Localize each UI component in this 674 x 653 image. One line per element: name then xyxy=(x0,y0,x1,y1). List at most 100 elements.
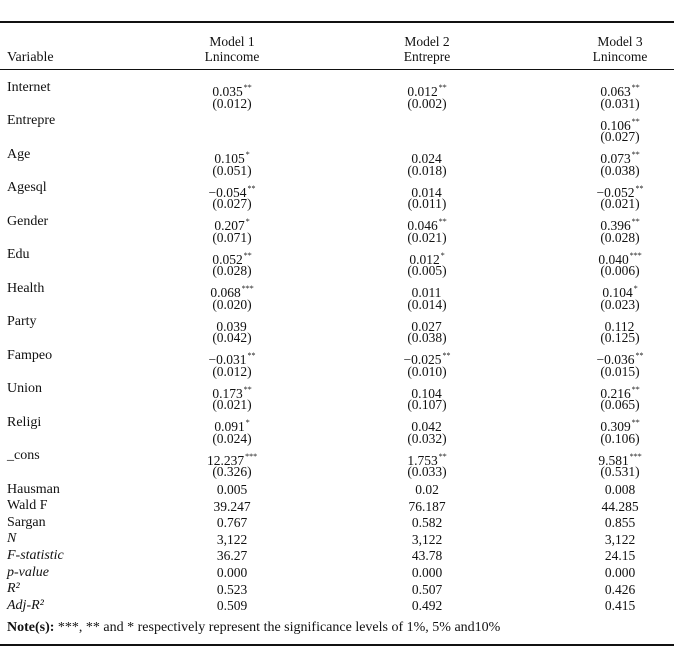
stat-label: Sargan xyxy=(7,514,46,530)
coefficient-value: 1.753 xyxy=(407,452,438,468)
coefficient-value: 0.063 xyxy=(600,84,631,99)
m3-standard-error: (0.038) xyxy=(600,162,640,178)
m1-standard-error: (0.024) xyxy=(212,430,252,446)
coefficient-value: 0.073 xyxy=(600,151,631,166)
row-label: Entrepre xyxy=(7,113,56,128)
m2-stat-value: 0.492 xyxy=(411,598,443,614)
significance-stars: ** xyxy=(247,183,256,193)
m1-standard-error: (0.021) xyxy=(212,397,252,412)
coefficient-value: 0.104 xyxy=(411,385,442,401)
m1-stat-value: 3,122 xyxy=(216,531,248,547)
m3-coefficient: −0.036** xyxy=(565,348,674,367)
row-label: Party xyxy=(7,314,37,329)
note-text: ***, ** and * respectively represent the… xyxy=(54,620,501,635)
stat-label: Hausman xyxy=(7,481,60,497)
m1-standard-error: (0.042) xyxy=(212,330,252,345)
coefficient-value: −0.054 xyxy=(208,184,247,200)
model2-header: Model 2 Entrepre xyxy=(382,34,472,64)
coefficient-value: 0.039 xyxy=(216,318,247,334)
m3-standard-error: (0.015) xyxy=(600,363,640,379)
stat-label: p-value xyxy=(7,564,49,580)
m2-standard-error: (0.018) xyxy=(407,162,447,178)
significance-stars: ** xyxy=(243,384,252,394)
m3-standard-error: (0.006) xyxy=(600,263,640,278)
m3-coefficient: 9.581*** xyxy=(565,449,674,468)
significance-stars: ** xyxy=(631,217,640,226)
row-label: Union xyxy=(7,381,42,396)
m3-coefficient: 0.073** xyxy=(565,147,674,166)
row-label: Internet xyxy=(7,79,51,95)
model3-header: Model 3 Lnincome xyxy=(565,34,674,64)
m2-stat-value: 43.78 xyxy=(411,548,443,564)
m1-coefficient: 0.052** xyxy=(187,248,277,267)
note-prefix: Note(s): xyxy=(7,620,55,635)
m3-standard-error: (0.106) xyxy=(600,430,640,446)
row-label: Gender xyxy=(7,213,49,229)
m2-coefficient: 0.104 xyxy=(382,382,472,401)
row-label: _cons xyxy=(7,448,40,463)
m1-coefficient: 0.035** xyxy=(187,80,277,99)
m3-standard-error: (0.023) xyxy=(600,296,640,312)
row-label: Fampeo xyxy=(7,347,53,363)
m2-coefficient: 1.753** xyxy=(382,449,472,468)
m2-standard-error: (0.032) xyxy=(407,430,447,446)
m2-stat-value: 0.02 xyxy=(415,482,439,497)
model2-dv: Entrepre xyxy=(403,49,451,64)
coefficient-value: 0.216 xyxy=(600,385,631,401)
m2-standard-error: (0.107) xyxy=(407,397,447,412)
m3-stat-value: 44.285 xyxy=(601,498,639,514)
coefficient-value: −0.036 xyxy=(596,352,635,367)
m1-coefficient: 0.207* xyxy=(187,214,277,233)
m3-stat-value: 0.415 xyxy=(604,598,636,614)
significance-stars: * xyxy=(440,250,445,260)
significance-stars: ** xyxy=(438,217,447,226)
m3-coefficient: 0.104* xyxy=(565,281,674,300)
coefficient-value: 0.042 xyxy=(411,419,442,434)
significance-stars: ** xyxy=(631,384,640,394)
top-rule xyxy=(0,21,674,23)
m2-coefficient: 0.042 xyxy=(382,415,472,434)
stat-label: N xyxy=(7,531,17,547)
m1-coefficient: 0.173** xyxy=(187,382,277,401)
significance-stars: * xyxy=(633,284,638,293)
m1-standard-error: (0.012) xyxy=(212,363,252,379)
coefficient-value: 0.105 xyxy=(214,151,245,166)
significance-stars: ** xyxy=(442,351,451,360)
m3-stat-value: 0.008 xyxy=(604,482,636,497)
m1-coefficient: 12.237*** xyxy=(187,449,277,468)
m3-stat-value: 0.426 xyxy=(604,581,636,597)
significance-stars: ** xyxy=(631,418,640,427)
m1-stat-value: 36.27 xyxy=(216,548,248,564)
m1-standard-error: (0.020) xyxy=(212,296,252,312)
significance-stars: *** xyxy=(629,451,642,461)
m1-stat-value: 0.523 xyxy=(216,581,248,597)
m3-standard-error: (0.031) xyxy=(600,95,640,111)
m2-stat-value: 3,122 xyxy=(411,531,443,547)
m1-standard-error: (0.326) xyxy=(212,464,252,479)
model1-dv: Lnincome xyxy=(204,49,260,64)
model3-dv: Lnincome xyxy=(592,49,648,64)
m1-standard-error: (0.028) xyxy=(212,263,252,278)
m3-coefficient: 0.309** xyxy=(565,415,674,434)
m3-coefficient: 0.040*** xyxy=(565,248,674,267)
coefficient-value: 12.237 xyxy=(206,452,245,468)
m3-coefficient: 0.063** xyxy=(565,80,674,99)
model2-name: Model 2 xyxy=(404,34,450,49)
m3-coefficient: 0.106** xyxy=(565,114,674,133)
coefficient-value: 0.027 xyxy=(411,318,442,334)
coefficient-value: 0.106 xyxy=(600,117,631,133)
coefficient-value: 0.011 xyxy=(411,285,442,300)
m2-standard-error: (0.011) xyxy=(407,196,447,211)
m3-standard-error: (0.027) xyxy=(600,129,640,144)
coefficient-value: −0.025 xyxy=(403,352,442,367)
significance-stars: ** xyxy=(635,351,644,360)
significance-stars: * xyxy=(245,217,250,226)
m2-coefficient xyxy=(382,114,472,133)
significance-stars: ** xyxy=(243,250,252,260)
m1-coefficient: −0.031** xyxy=(187,348,277,367)
variable-header: Variable xyxy=(7,50,54,65)
m2-standard-error: (0.038) xyxy=(407,330,447,345)
m2-coefficient: 0.027 xyxy=(382,315,472,334)
m3-coefficient: −0.052** xyxy=(565,181,674,200)
significance-stars: ** xyxy=(438,83,447,92)
